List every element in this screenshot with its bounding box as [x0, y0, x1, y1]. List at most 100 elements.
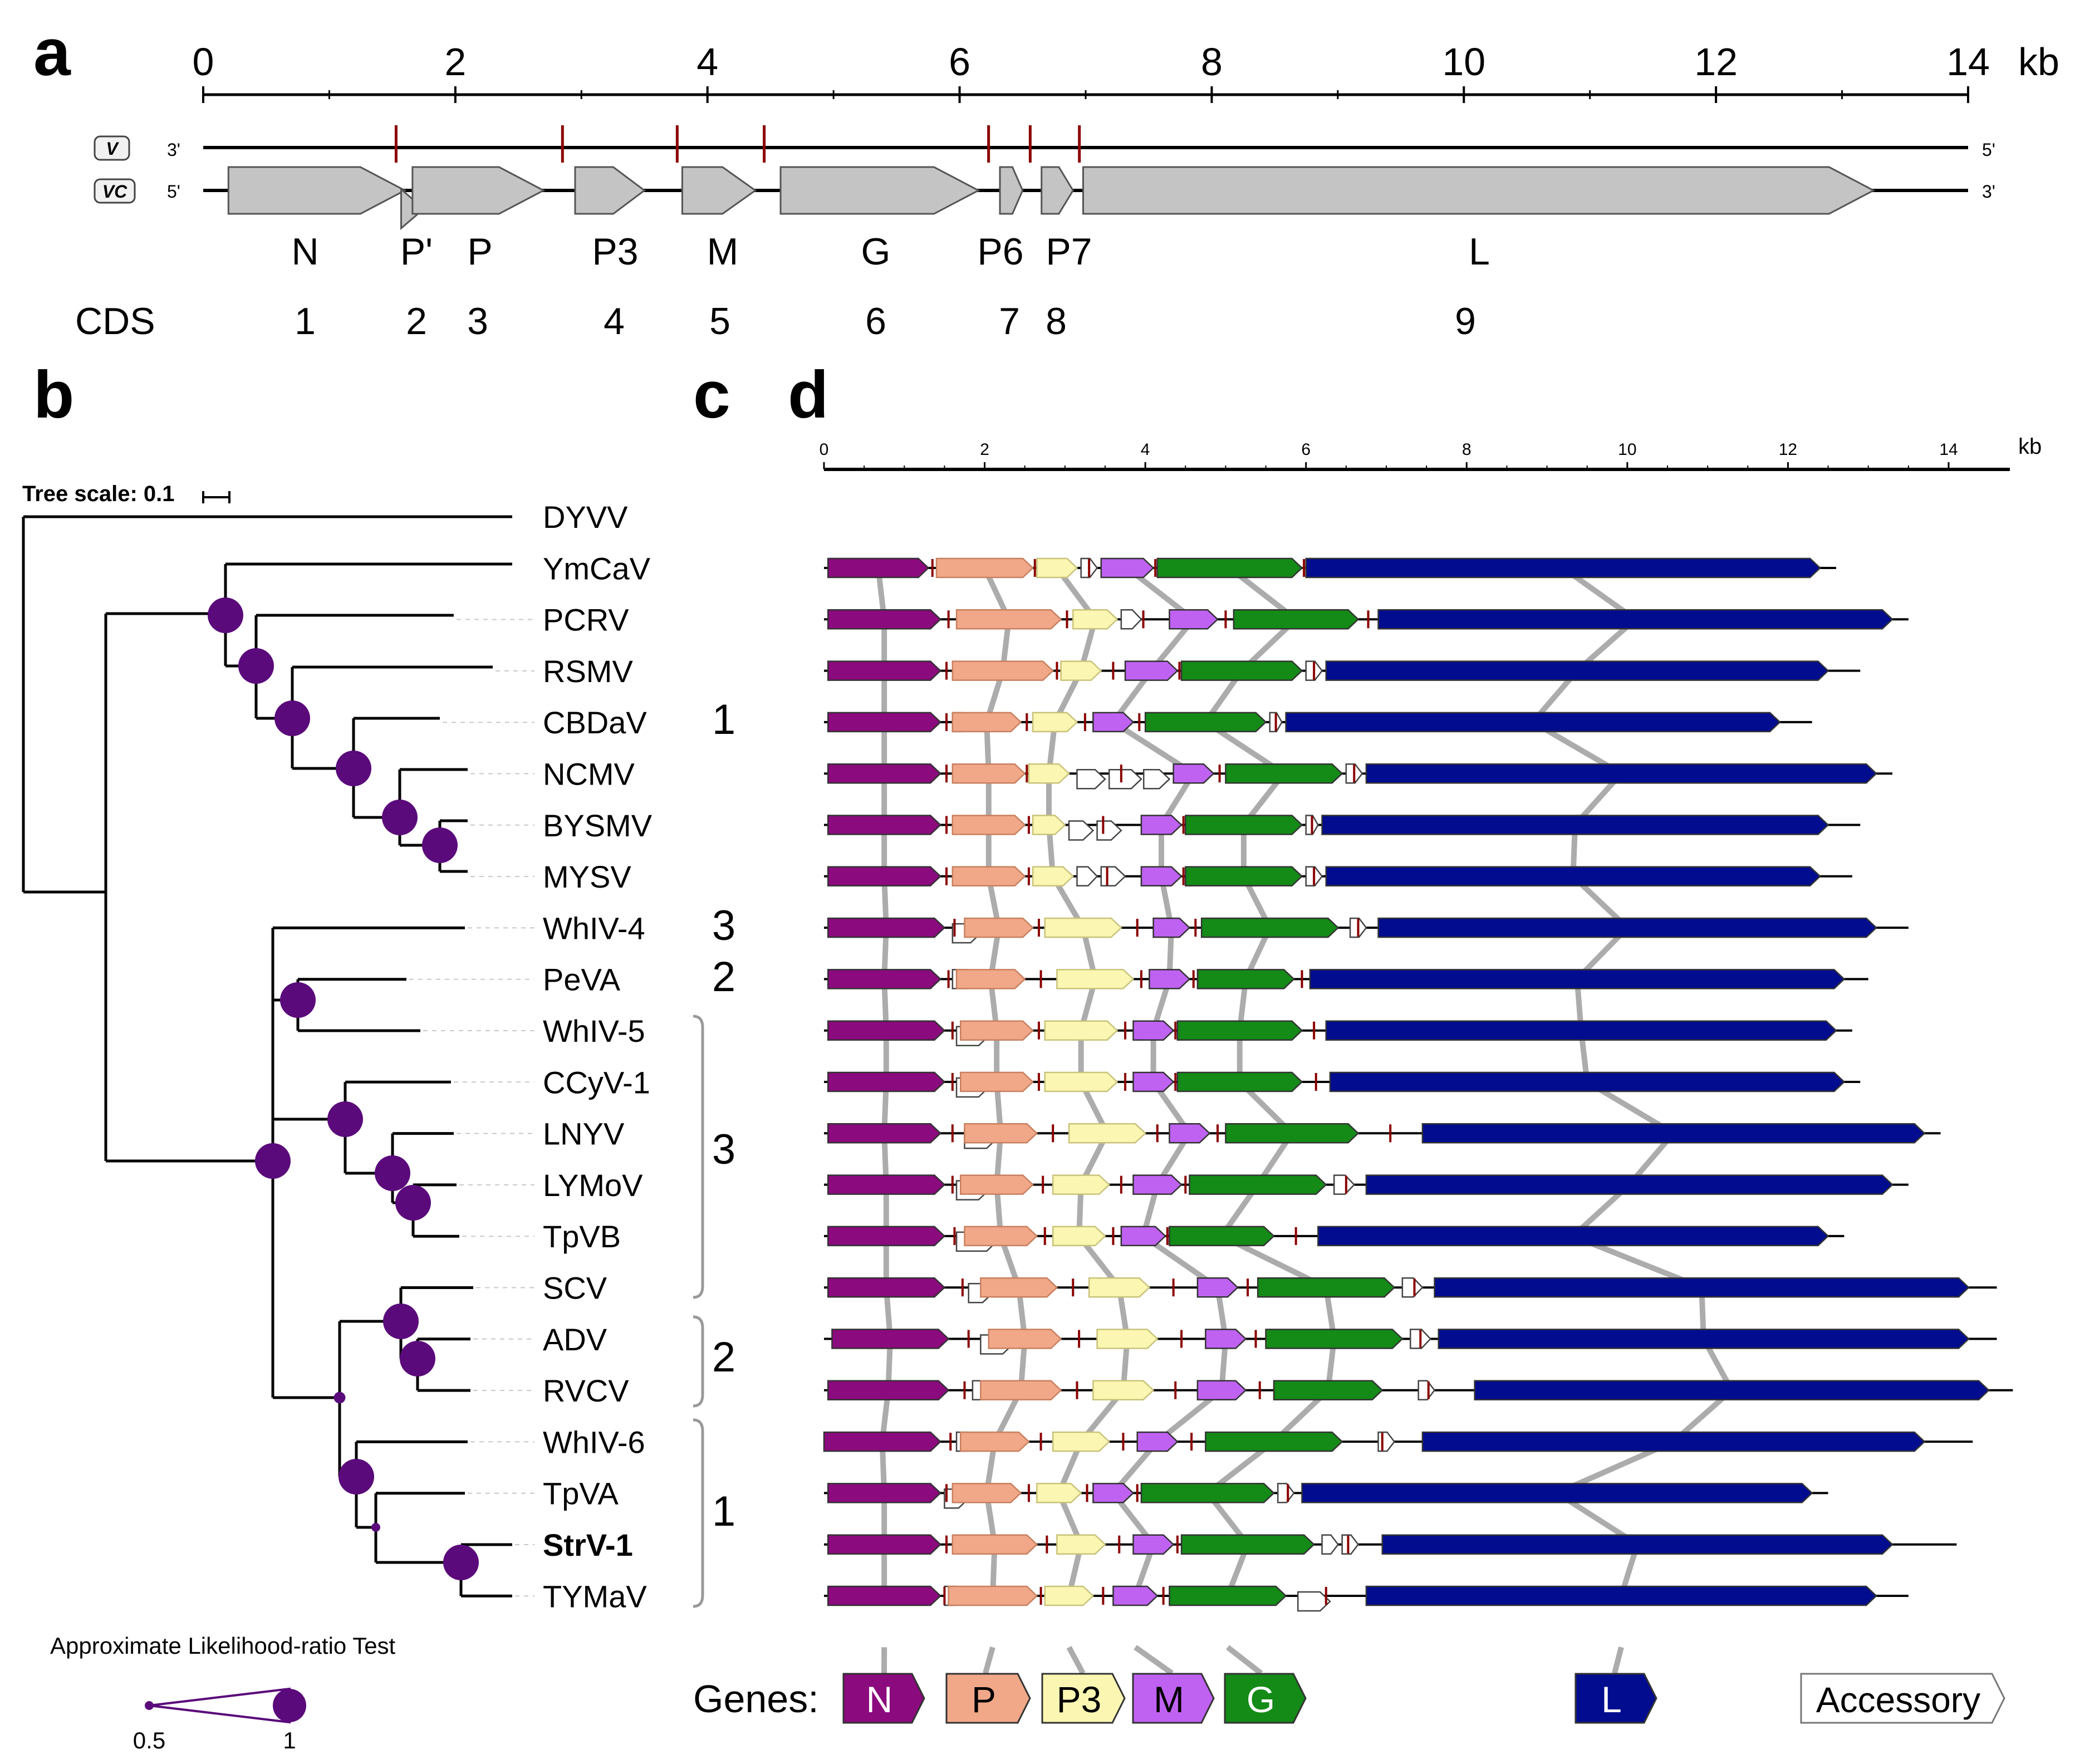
gene-arrow-p: [951, 1483, 1022, 1503]
taxon-label: TpVA: [543, 1476, 619, 1511]
gene-arrow-l: [1329, 1071, 1846, 1092]
connector-to-legend: [1134, 1645, 1174, 1676]
accessory-gene-arrow: [1068, 820, 1095, 841]
gene-arrow-p: [964, 1123, 1038, 1144]
scale-tick-label: 0: [820, 440, 829, 459]
gene-arrow-p3: [1096, 1329, 1159, 1349]
gene-arrow-m: [1132, 1174, 1183, 1195]
panel-d-scale-bar: 0 2 4 6 8 10 12 14 kb: [820, 434, 2042, 471]
alrt-legend-min-circle: [145, 1701, 154, 1710]
gene-arrow-n: [827, 1483, 942, 1503]
tree-scale-bar: [202, 491, 230, 503]
gene-arrow-l: [1325, 1020, 1837, 1041]
accessory-gene-arrow: [1417, 1380, 1436, 1401]
legend-label-p3: P3: [1057, 1679, 1102, 1720]
genome-row-scv: [824, 1277, 1997, 1304]
support-node-circle: [280, 982, 316, 1018]
gene-arrow-g: [1169, 1226, 1275, 1247]
gene-arrow-g: [1176, 1071, 1303, 1092]
genome-rows: [823, 557, 2013, 1612]
gene-arrow-n: [227, 166, 407, 215]
support-node-circle: [333, 1391, 346, 1404]
gene-arrow-g: [1257, 1277, 1396, 1298]
gene-label-m: M: [707, 231, 739, 273]
panel-d-genome-comparison: 0 2 4 6 8 10 12 14 kb Genes: N P P3 M G L Accessory: [693, 434, 2042, 1724]
panel-letter-c: c: [693, 357, 730, 432]
legend-swatch-accessory: [1800, 1673, 2005, 1724]
taxon-label: DYVV: [543, 499, 628, 535]
taxon-label: WhIV-6: [543, 1424, 645, 1459]
lineage-label-1b: 1: [712, 1488, 735, 1535]
scale-tick-label: 14: [1946, 40, 1990, 84]
alrt-legend-max-circle: [273, 1689, 306, 1722]
taxon-label: MYSV: [543, 859, 631, 894]
taxon-label: PeVA: [543, 962, 621, 997]
tree-scale-label: Tree scale: 0.1: [22, 482, 175, 506]
gene-arrow-n: [827, 557, 930, 579]
gene-arrow-p: [951, 1534, 1038, 1555]
legend-label-l: L: [1601, 1679, 1622, 1720]
gene-arrow-p: [955, 969, 1026, 989]
gene-arrow-n: [827, 660, 942, 681]
support-node-circle: [371, 1523, 380, 1532]
accessory-gene-arrow: [1401, 1277, 1424, 1298]
support-node-circle: [422, 827, 458, 863]
gene-arrow-p: [960, 1020, 1034, 1041]
gene-arrow-m: [1132, 1020, 1175, 1041]
gene-arrow-l: [1438, 1329, 1970, 1349]
gene-arrow-m: [1140, 866, 1183, 887]
panel-letter-b: b: [33, 357, 74, 432]
strand-v-badge-text: V: [106, 139, 119, 159]
gene-arrow-l: [1301, 1483, 1813, 1503]
accessory-gene-arrow: [1120, 609, 1142, 630]
gene-arrow-p6: [999, 166, 1024, 215]
gene-arrow-m: [1092, 712, 1135, 733]
genome-row-peva: [824, 969, 1868, 989]
genome-row-mysv: [824, 866, 1852, 887]
tree-taxa-labels: DYVV YmCaV PCRV RSMV CBDaV NCMV BYSMV MYSV WhIV-…: [543, 499, 653, 1614]
accessory-gene-arrow: [1341, 1534, 1360, 1555]
gene-arrow-p: [951, 712, 1022, 733]
accessory-gene-arrow: [1333, 1174, 1356, 1195]
genome-row-ccyv-1: [824, 1071, 1861, 1098]
gene-arrow-g: [1140, 1483, 1275, 1503]
taxon-label: SCV: [543, 1271, 607, 1306]
gene-arrow-m: [1196, 1380, 1247, 1401]
genome-row-whiv-5: [824, 1020, 1852, 1046]
gene-arrow-p3: [1032, 712, 1078, 733]
lineage-label-1a: 1: [712, 696, 735, 743]
panel-c-lineages: 1 3 2 3 2 1: [693, 696, 735, 1608]
panel-a-genes: N P' P P3 M G P6 P7 L1 2 3 4 5 6 7 8 9: [227, 166, 1876, 342]
taxon-label: CBDaV: [543, 705, 647, 740]
gene-arrow-m: [1132, 1534, 1175, 1555]
gene-arrow-m: [1205, 1329, 1247, 1349]
gene-arrow-g: [1273, 1380, 1384, 1401]
strand-vc-left-end: 5': [167, 182, 180, 202]
gene-arrow-g: [1200, 917, 1340, 938]
gene-arrow-l: [1421, 1123, 1926, 1144]
gene-arrow-n: [827, 917, 946, 938]
lineage-label-2b: 2: [712, 1334, 735, 1381]
legend-title: Genes:: [693, 1677, 819, 1721]
scale-tick-label: 6: [949, 40, 970, 84]
gene-arrow-p: [980, 1380, 1062, 1401]
legend-swatch-l: [1574, 1673, 1657, 1724]
support-node-circle: [339, 1459, 374, 1494]
gene-arrow-g: [1196, 969, 1295, 989]
scale-tick-label: 10: [1618, 440, 1636, 459]
taxon-label: WhIV-4: [543, 910, 645, 945]
gene-arrow-p: [960, 1174, 1034, 1195]
gene-arrow-p: [964, 1226, 1038, 1247]
gene-label-p3: P3: [592, 231, 638, 273]
strand-v-right-end: 5': [1982, 140, 1995, 160]
gene-arrow-l: [1377, 917, 1877, 938]
gene-arrow-l: [1321, 815, 1829, 835]
genome-row-strv-1: [824, 1534, 1957, 1555]
legend-swatch-p: [945, 1673, 1031, 1724]
gene-arrow-m: [1152, 917, 1191, 938]
gene-arrow-p7: [1041, 166, 1075, 215]
lineage-brackets: [693, 1015, 704, 1608]
genome-row-adv: [824, 1329, 1997, 1355]
support-node-circle: [327, 1101, 363, 1137]
